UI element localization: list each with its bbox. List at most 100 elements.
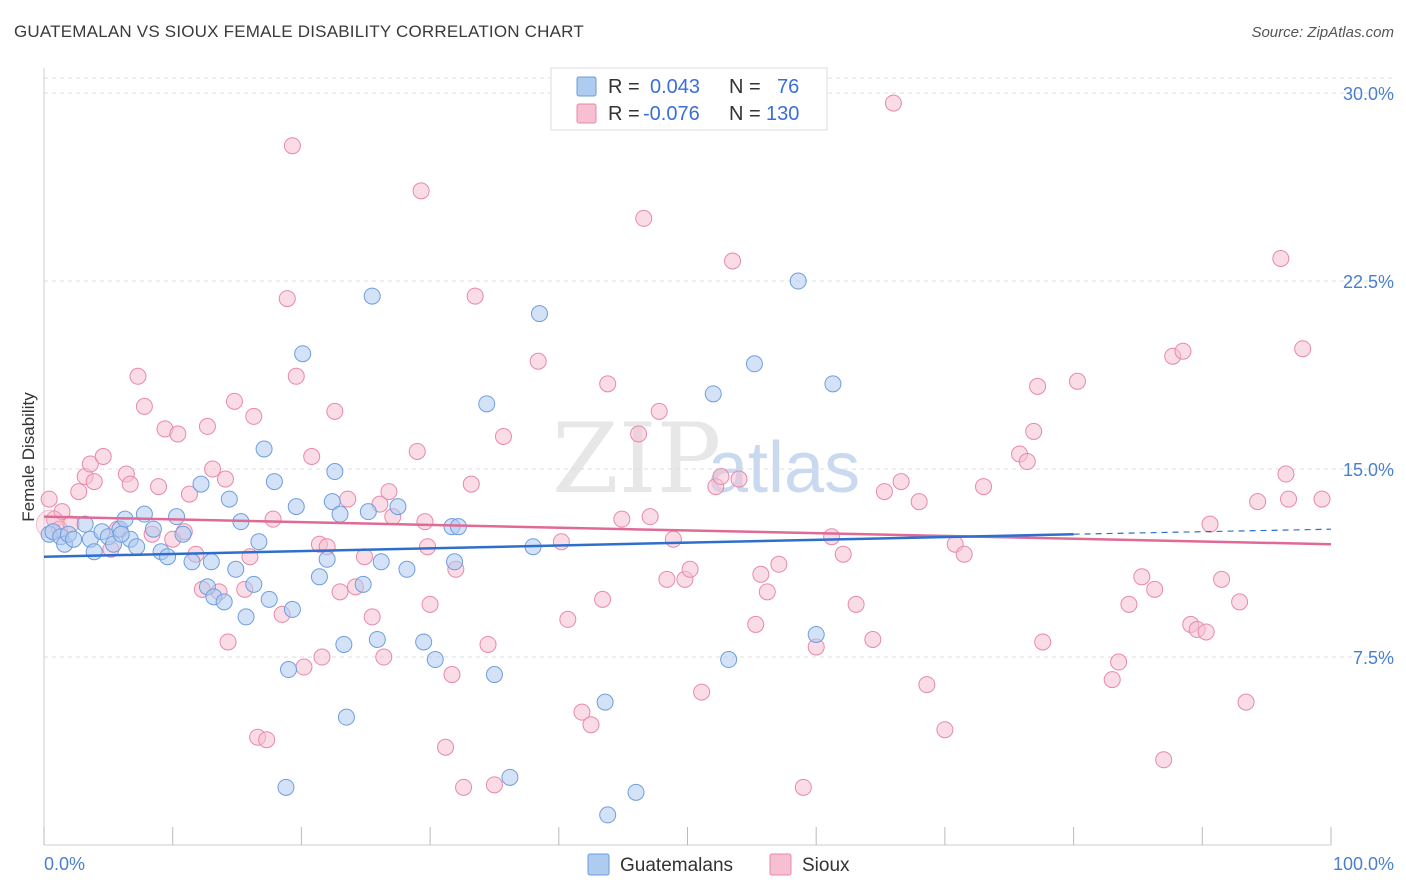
data-point [326, 463, 344, 481]
data-point [1146, 580, 1164, 598]
data-point [1029, 377, 1047, 395]
data-point [129, 367, 147, 385]
data-point [630, 425, 648, 443]
data-point [847, 595, 865, 613]
data-point [183, 553, 201, 571]
data-point [121, 475, 139, 493]
sioux-points [35, 94, 1331, 796]
legend-r-value-1: 0.043 [650, 76, 700, 98]
data-point [389, 498, 407, 516]
data-point [331, 505, 349, 523]
data-point [398, 560, 416, 578]
data-point [278, 290, 296, 308]
data-point [323, 493, 341, 511]
data-point [331, 583, 349, 601]
y-tick-label: 7.5% [1353, 648, 1394, 668]
legend-swatch-guatemalans [576, 76, 597, 97]
data-point [955, 545, 973, 563]
data-point [466, 287, 484, 305]
data-point [198, 417, 216, 435]
bottom-legend-sioux: Sioux [802, 855, 850, 876]
data-point [372, 553, 390, 571]
data-point [283, 600, 301, 618]
data-point [892, 473, 910, 491]
data-point [918, 676, 936, 694]
data-point [730, 470, 748, 488]
data-point [599, 806, 617, 824]
data-point [658, 570, 676, 588]
data-point [368, 630, 386, 648]
data-point [501, 768, 519, 786]
data-point [794, 778, 812, 796]
data-point [375, 648, 393, 666]
data-point [70, 483, 88, 501]
legend-n-label-2: N = [729, 103, 761, 125]
data-point [192, 475, 210, 493]
data-point [704, 385, 722, 403]
data-point [53, 503, 71, 521]
data-point [664, 530, 682, 548]
y-tick-labels: 7.5% 15.0% 22.5% 30.0% [1343, 84, 1394, 668]
grid-lines [44, 77, 1394, 658]
data-point [283, 137, 301, 155]
data-point [225, 392, 243, 410]
x-tick-marks [43, 827, 1332, 845]
data-point [443, 666, 461, 684]
x-tick-label-min: 0.0% [44, 854, 85, 874]
data-point [494, 427, 512, 445]
data-point [294, 345, 312, 363]
data-point [1155, 751, 1173, 769]
data-point [202, 553, 220, 571]
data-point [337, 708, 355, 726]
data-point [530, 305, 548, 323]
data-point [910, 493, 928, 511]
data-point [335, 635, 353, 653]
data-point [180, 485, 198, 503]
data-point [582, 716, 600, 734]
data-point [823, 528, 841, 546]
data-point [85, 473, 103, 491]
data-point [455, 778, 473, 796]
legend-r-label-1: R = [608, 76, 640, 98]
data-point [220, 490, 238, 508]
legend-r-label-2: R = [608, 103, 640, 125]
data-point [287, 498, 305, 516]
data-point [824, 375, 842, 393]
watermark-atlas: atlas [708, 428, 860, 508]
data-point [237, 608, 255, 626]
data-point [204, 460, 222, 478]
data-point [807, 625, 825, 643]
data-point [1103, 671, 1121, 689]
data-point [529, 352, 547, 370]
data-point [485, 666, 503, 684]
legend-frame [550, 67, 828, 131]
data-point [310, 568, 328, 586]
bottom-legend: Guatemalans Sioux [587, 853, 850, 876]
data-point [40, 490, 58, 508]
legend-n-value-1: 76 [777, 76, 799, 98]
data-point [258, 731, 276, 749]
data-point [462, 475, 480, 493]
legend-swatch-sioux [576, 103, 597, 124]
bottom-legend-guatemalans: Guatemalans [620, 855, 733, 876]
data-point [280, 661, 298, 679]
data-point [1201, 515, 1219, 533]
data-point [975, 478, 993, 496]
y-tick-label: 30.0% [1343, 84, 1394, 104]
y-tick-label: 15.0% [1343, 460, 1394, 480]
data-point [227, 560, 245, 578]
data-point [359, 503, 377, 521]
data-point [215, 593, 233, 611]
data-point [1068, 372, 1086, 390]
data-point [875, 483, 893, 501]
chart-title: GUATEMALAN VS SIOUX FEMALE DISABILITY CO… [14, 22, 584, 41]
data-point [1272, 249, 1290, 267]
trend-lines [43, 515, 1332, 559]
data-point [287, 367, 305, 385]
data-point [1313, 490, 1331, 508]
data-point [277, 778, 295, 796]
data-point [635, 209, 653, 227]
data-point [426, 651, 444, 669]
data-point [650, 402, 668, 420]
